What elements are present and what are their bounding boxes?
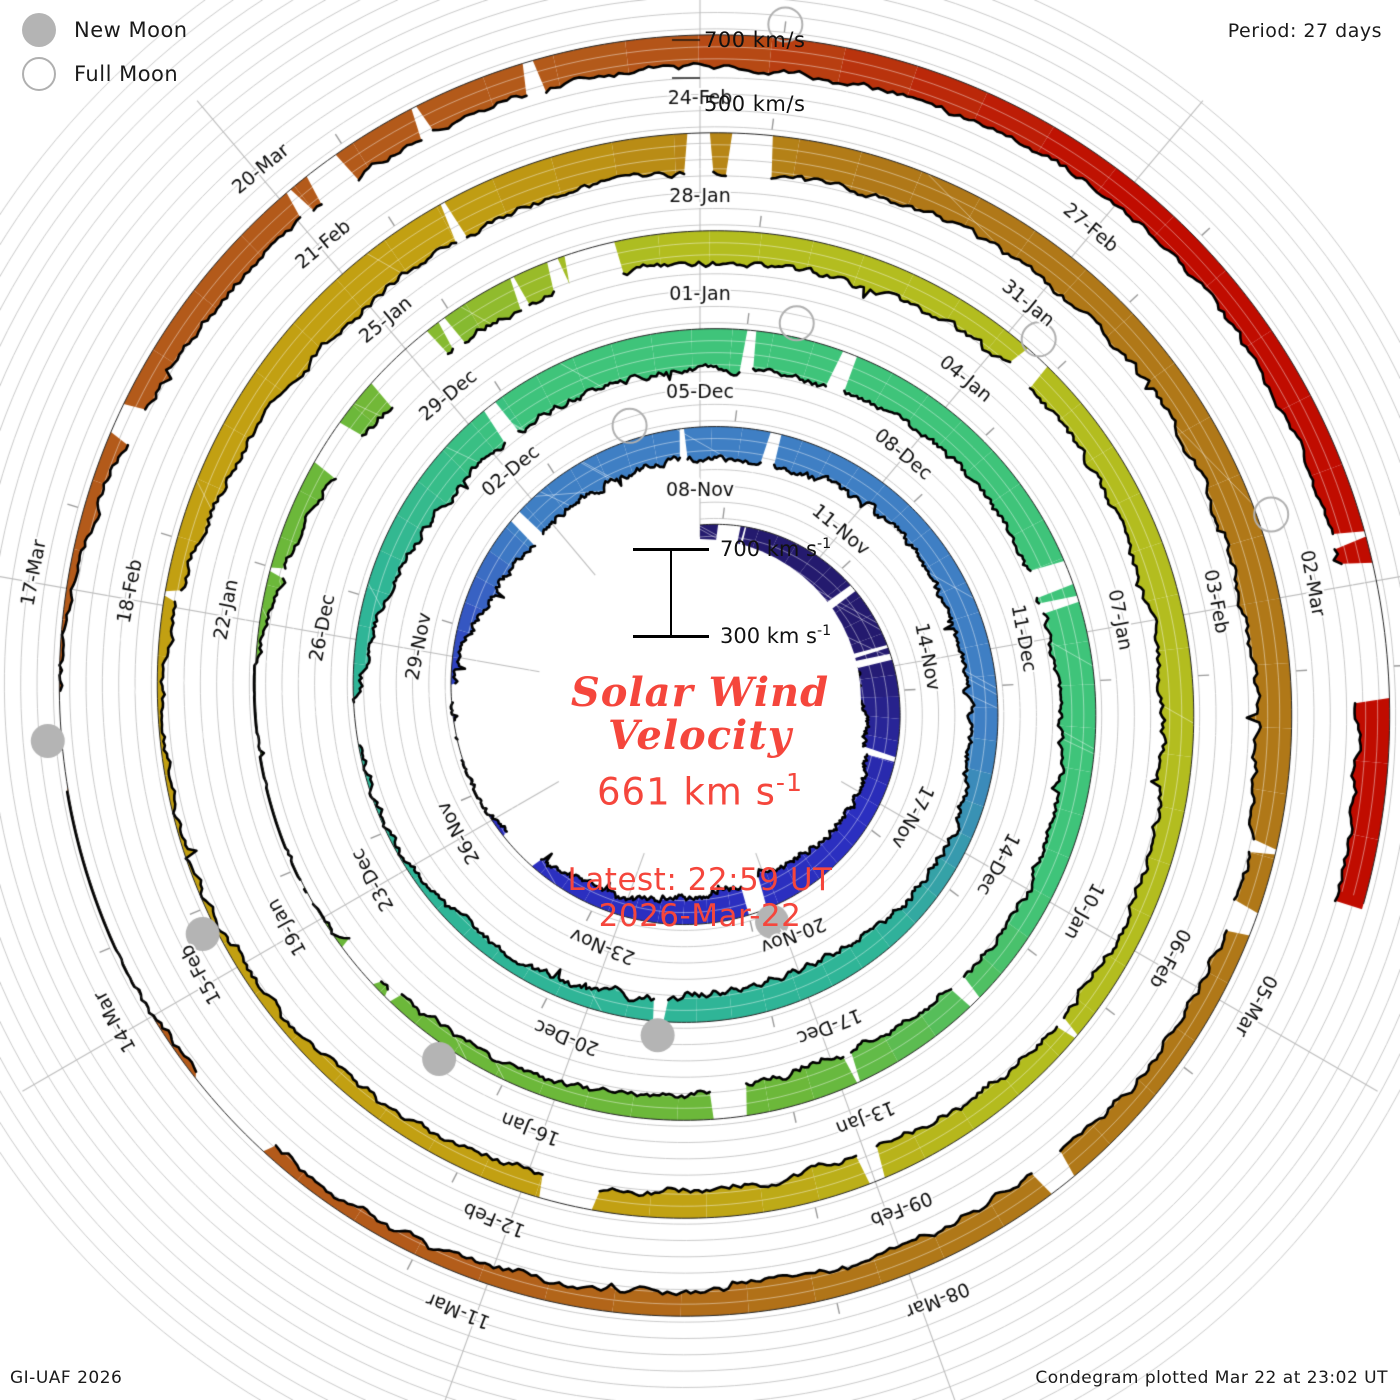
legend-item-new-moon: New Moon bbox=[22, 8, 188, 52]
chart-title-line1: Solar Wind bbox=[570, 669, 830, 716]
current-value-text: 661 km s bbox=[597, 769, 776, 813]
legend-item-full-moon: Full Moon bbox=[22, 52, 188, 96]
calibration-cap-bottom bbox=[633, 635, 709, 638]
scale-label-inner: 500 km/s bbox=[704, 92, 806, 116]
latest-time: Latest: 22:59 UT bbox=[567, 861, 833, 898]
period-label: Period: 27 days bbox=[1227, 20, 1382, 42]
current-value: 661 km s-1 bbox=[420, 768, 980, 813]
calibration-top-text: 700 km s bbox=[720, 537, 817, 561]
calibration-top-exponent: -1 bbox=[817, 536, 832, 552]
calibration-stem bbox=[670, 548, 672, 638]
calibration-bar: 700 km s-1 300 km s-1 bbox=[420, 536, 980, 650]
center-readout: 700 km s-1 300 km s-1 Solar Wind Velocit… bbox=[420, 536, 980, 934]
calibration-bottom-text: 300 km s bbox=[720, 624, 817, 648]
copyright-label: GI-UAF 2026 bbox=[10, 1368, 123, 1388]
legend-label-new-moon: New Moon bbox=[74, 18, 188, 42]
hollow-circle-icon bbox=[22, 57, 56, 91]
chart-title: Solar Wind Velocity bbox=[420, 669, 980, 759]
calibration-label-top: 700 km s-1 bbox=[720, 536, 831, 561]
calibration-label-bottom: 300 km s-1 bbox=[720, 623, 831, 648]
latest-readout: Latest: 22:59 UT 2026-Mar-22 bbox=[420, 861, 980, 934]
chart-title-line2: Velocity bbox=[608, 711, 792, 759]
scale-label-outer: 700 km/s bbox=[704, 28, 806, 52]
filled-circle-icon bbox=[22, 13, 56, 47]
moon-phase-legend: New Moon Full Moon bbox=[22, 8, 188, 96]
plot-timestamp-label: Condegram plotted Mar 22 at 23:02 UT bbox=[1035, 1368, 1388, 1388]
current-value-exponent: -1 bbox=[775, 767, 803, 797]
legend-label-full-moon: Full Moon bbox=[74, 62, 179, 86]
calibration-bottom-exponent: -1 bbox=[817, 623, 832, 639]
latest-date: 2026-Mar-22 bbox=[598, 897, 802, 934]
